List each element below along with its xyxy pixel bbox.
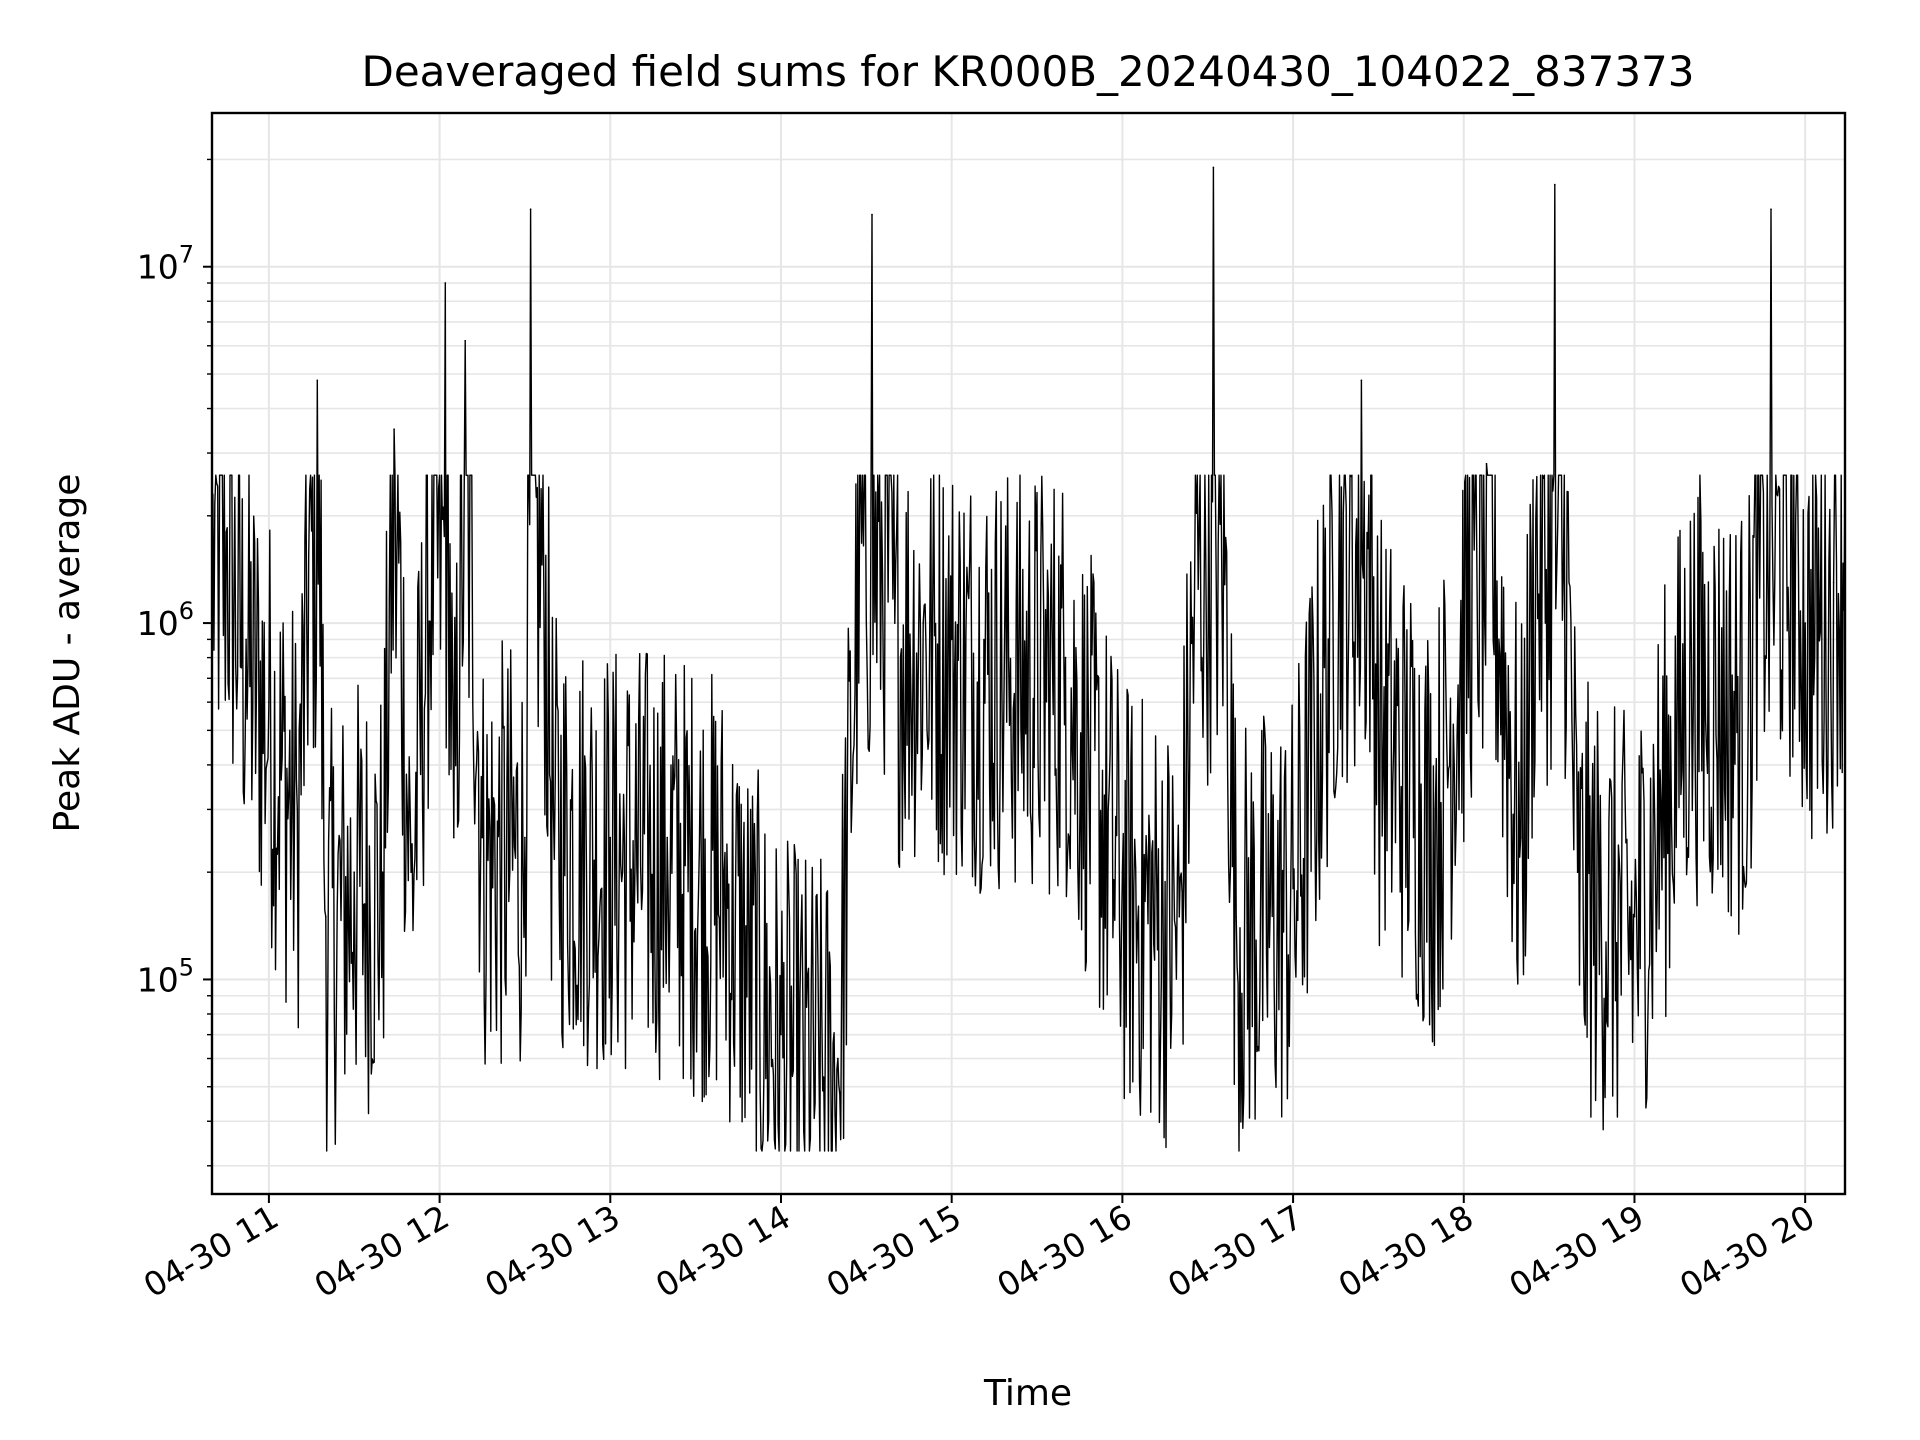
plot-frame bbox=[210, 111, 1847, 1196]
data-point bbox=[1554, 183, 1556, 186]
data-point bbox=[1576, 871, 1579, 873]
data-point bbox=[1235, 915, 1237, 918]
y-tick-label: 107 bbox=[137, 241, 194, 287]
data-point bbox=[666, 836, 668, 839]
data-point bbox=[464, 339, 467, 342]
data-point bbox=[245, 638, 247, 641]
data-point bbox=[837, 1057, 839, 1060]
x-axis-label: Time bbox=[983, 1373, 1072, 1414]
data-point bbox=[316, 379, 319, 382]
data-point bbox=[453, 836, 455, 839]
data-point bbox=[922, 622, 924, 624]
y-tick-label-exponent: 6 bbox=[179, 597, 194, 625]
data-point bbox=[1747, 701, 1750, 703]
data-point bbox=[325, 915, 327, 918]
data-point bbox=[1377, 701, 1380, 703]
y-tick-label-exponent: 7 bbox=[179, 241, 194, 269]
data-point bbox=[1178, 915, 1181, 918]
chart-title: Deaveraged field sums for KR000B_2024043… bbox=[362, 47, 1695, 96]
y-axis-label: Peak ADU - average bbox=[47, 474, 88, 833]
data-point bbox=[1690, 656, 1693, 659]
data-point bbox=[609, 836, 612, 839]
y-tick-label-base: 10 bbox=[137, 960, 179, 999]
data-point bbox=[1064, 656, 1067, 659]
data-point bbox=[950, 638, 953, 641]
data-point bbox=[780, 1033, 782, 1036]
data-point bbox=[225, 531, 227, 533]
data-point bbox=[894, 622, 896, 624]
data-point bbox=[268, 701, 270, 703]
data-point bbox=[529, 208, 532, 210]
y-tick-label: 106 bbox=[137, 597, 194, 643]
data-point bbox=[552, 808, 555, 811]
data-point bbox=[296, 808, 299, 811]
data-point bbox=[393, 428, 395, 431]
data-point bbox=[1485, 462, 1488, 465]
data-point bbox=[1770, 208, 1772, 210]
data-point bbox=[1212, 166, 1215, 169]
data-point bbox=[1292, 887, 1294, 890]
data-point bbox=[871, 213, 873, 216]
series-line bbox=[211, 166, 1846, 1152]
data-point bbox=[1360, 379, 1363, 382]
data-point bbox=[1434, 808, 1437, 811]
y-tick-label-base: 10 bbox=[137, 604, 179, 643]
data-point bbox=[1007, 656, 1010, 659]
data-point bbox=[481, 836, 484, 839]
data-point bbox=[524, 836, 526, 839]
data-point bbox=[1804, 622, 1806, 624]
data-point bbox=[1633, 915, 1636, 918]
data-point bbox=[353, 871, 356, 873]
y-tick-label: 105 bbox=[137, 953, 194, 999]
y-tick-label-base: 10 bbox=[137, 248, 179, 287]
data-point bbox=[410, 871, 412, 873]
data-point bbox=[1121, 871, 1124, 873]
data-point bbox=[723, 871, 725, 873]
data-point bbox=[381, 871, 384, 873]
data-point bbox=[1832, 581, 1835, 584]
data-point bbox=[1519, 836, 1522, 839]
data-point bbox=[444, 282, 447, 284]
y-tick-label-exponent: 5 bbox=[179, 953, 194, 981]
